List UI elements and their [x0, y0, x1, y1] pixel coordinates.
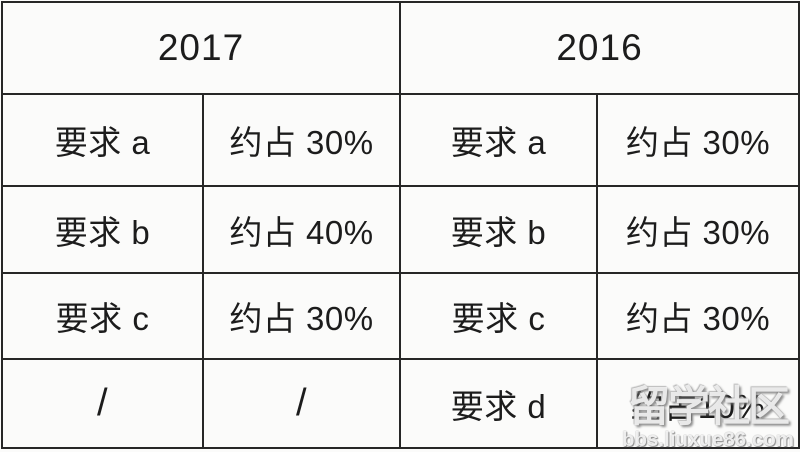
table-cell: 约占 30% [596, 93, 800, 187]
table-cell: 约占 30% [596, 272, 800, 360]
table-cell: / [1, 358, 204, 449]
table-cell: 要求 a [1, 93, 204, 187]
table-cell: 要求 b [399, 185, 598, 274]
table-cell: 要求 c [1, 272, 204, 360]
table-row: 要求 c 约占 30% 要求 c 约占 30% [1, 272, 800, 360]
table-cell: 要求 d [399, 358, 598, 449]
table-cell: 要求 a [399, 93, 598, 187]
table-row-years: 2017 2016 [1, 1, 800, 95]
table-cell: 要求 b [1, 185, 204, 274]
year-header-2017: 2017 [1, 1, 401, 95]
year-header-2016: 2016 [399, 1, 800, 95]
table-row: 要求 b 约占 40% 要求 b 约占 30% [1, 185, 800, 274]
table-cell: 要求 c [399, 272, 598, 360]
table-cell: 约占 30% [202, 272, 401, 360]
table-cell: 约占10% [596, 358, 800, 449]
table-cell: 约占 30% [202, 93, 401, 187]
table-cell: 约占 30% [596, 185, 800, 274]
table-row: / / 要求 d 约占10% [1, 358, 800, 449]
table-row: 要求 a 约占 30% 要求 a 约占 30% [1, 93, 800, 187]
table-cell: / [202, 358, 401, 449]
table-cell: 约占 40% [202, 185, 401, 274]
